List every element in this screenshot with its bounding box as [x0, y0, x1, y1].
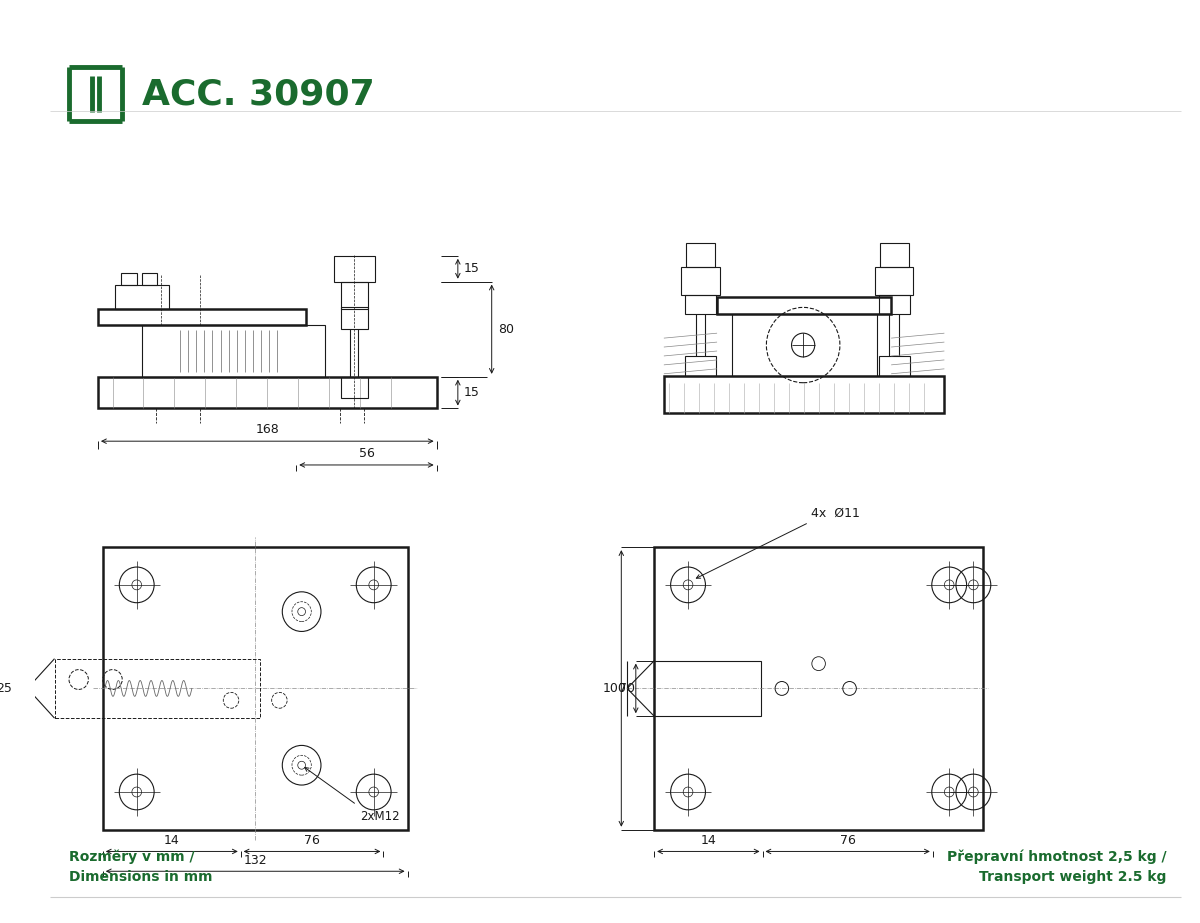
Bar: [686, 243, 715, 267]
Text: 14: 14: [164, 834, 180, 847]
Bar: [654, 547, 983, 830]
Bar: [875, 267, 913, 294]
Bar: [98, 309, 306, 325]
Bar: [142, 325, 325, 377]
Bar: [682, 267, 720, 294]
Bar: [664, 376, 944, 414]
Text: 76: 76: [840, 834, 856, 847]
Text: Rozměry v mm /: Rozměry v mm /: [70, 850, 194, 864]
Bar: [654, 661, 761, 716]
Bar: [121, 272, 137, 284]
Text: 132: 132: [244, 855, 268, 868]
Text: 100: 100: [602, 682, 626, 695]
Text: 4x  Ø11: 4x Ø11: [811, 507, 859, 520]
Text: 15: 15: [463, 386, 480, 399]
Bar: [878, 356, 910, 376]
Text: 168: 168: [256, 424, 280, 437]
Bar: [732, 315, 877, 376]
Bar: [341, 282, 368, 309]
Bar: [880, 243, 908, 267]
Text: Přepravní hmotnost 2,5 kg /: Přepravní hmotnost 2,5 kg /: [947, 850, 1166, 864]
Bar: [718, 296, 892, 315]
Text: 76: 76: [304, 834, 320, 847]
Bar: [54, 659, 260, 718]
Bar: [334, 256, 374, 282]
Text: 70: 70: [619, 682, 635, 695]
Text: 56: 56: [359, 447, 374, 460]
Bar: [103, 547, 408, 830]
Bar: [98, 377, 437, 409]
Text: 25: 25: [0, 682, 12, 695]
Bar: [341, 307, 368, 330]
Text: ACC. 30907: ACC. 30907: [142, 78, 374, 112]
Text: Transport weight 2.5 kg: Transport weight 2.5 kg: [979, 870, 1166, 884]
Bar: [685, 356, 716, 376]
Bar: [115, 284, 169, 309]
Bar: [341, 377, 368, 398]
Text: 14: 14: [701, 834, 716, 847]
Text: 80: 80: [498, 323, 515, 336]
Text: 2xM12: 2xM12: [360, 809, 400, 822]
Bar: [878, 294, 910, 315]
Text: Dimensions in mm: Dimensions in mm: [70, 870, 212, 884]
Text: 15: 15: [463, 262, 480, 275]
Bar: [142, 272, 157, 284]
Bar: [685, 294, 716, 315]
